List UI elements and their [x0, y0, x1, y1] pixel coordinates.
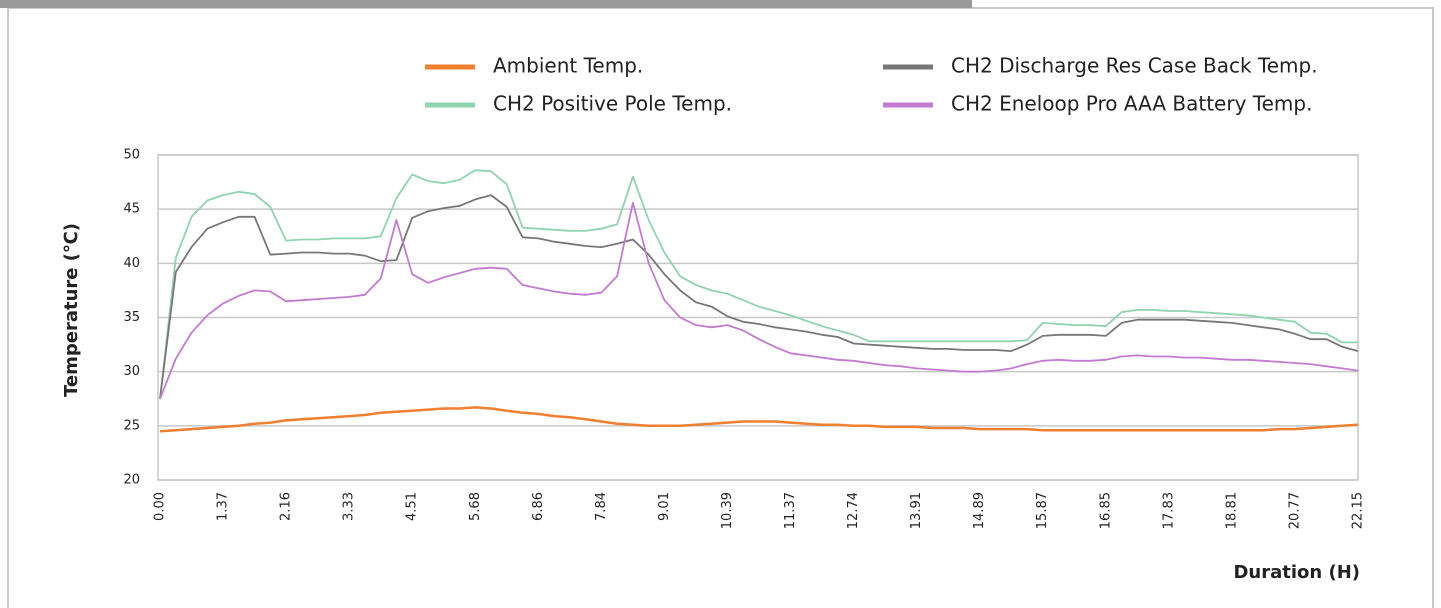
x-tick-label: 0.00	[153, 492, 168, 521]
legend-label: CH2 Positive Pole Temp.	[493, 92, 732, 116]
legend-label: Ambient Temp.	[493, 54, 643, 78]
y-tick-label: 40	[123, 256, 140, 271]
x-tick-label: 5.68	[468, 492, 483, 521]
x-tick-label: 11.37	[783, 492, 798, 529]
x-tick-label: 17.83	[1161, 492, 1176, 529]
y-tick-label: 30	[123, 364, 140, 379]
legend-label: CH2 Eneloop Pro AAA Battery Temp.	[951, 92, 1312, 116]
x-tick-label: 12.74	[846, 492, 861, 529]
x-tick-label: 13.91	[909, 492, 924, 529]
x-tick-label: 6.86	[531, 492, 546, 521]
x-tick-label: 18.81	[1224, 492, 1239, 529]
y-tick-label: 20	[123, 473, 140, 488]
x-axis-label: Duration (H)	[1233, 562, 1360, 583]
y-axis-label: Temperature (℃)	[61, 223, 82, 397]
x-tick-label: 4.51	[405, 492, 420, 521]
y-tick-label: 25	[123, 418, 140, 433]
legend-label: CH2 Discharge Res Case Back Temp.	[951, 54, 1318, 78]
x-tick-label: 20.77	[1287, 492, 1302, 529]
x-tick-label: 7.84	[594, 492, 609, 521]
x-tick-label: 16.85	[1098, 492, 1113, 529]
y-tick-label: 45	[123, 202, 140, 217]
x-tick-label: 15.87	[1035, 492, 1050, 529]
plot-border	[157, 154, 1359, 481]
series-line	[159, 169, 1358, 399]
x-tick-label: 14.89	[972, 492, 987, 529]
x-tick-label: 22.15	[1351, 492, 1366, 529]
x-tick-label: 10.39	[720, 492, 735, 529]
series-line	[159, 406, 1359, 433]
series-line	[159, 201, 1359, 400]
y-tick-label: 35	[123, 310, 140, 325]
x-tick-label: 2.16	[279, 492, 294, 521]
x-tick-label: 9.01	[657, 492, 672, 521]
series-line	[159, 194, 1359, 399]
x-tick-label: 1.37	[216, 492, 231, 521]
top-bar	[0, 0, 972, 8]
y-tick-label: 50	[123, 148, 140, 163]
x-tick-label: 3.33	[342, 492, 357, 521]
